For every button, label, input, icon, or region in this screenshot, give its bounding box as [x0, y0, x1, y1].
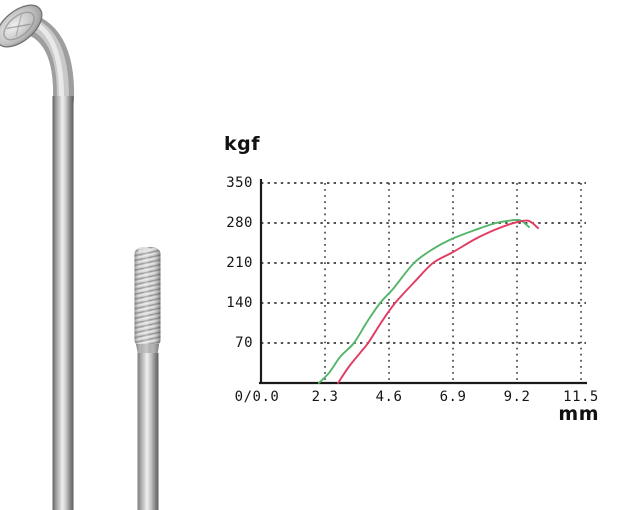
y-tick-label: 70	[235, 335, 253, 351]
green-curve	[317, 218, 530, 384]
y-tick-label: 280	[226, 215, 253, 231]
x-tick-label: 11.5	[563, 389, 599, 405]
y-tick-label: 350	[226, 175, 253, 191]
x-axis-unit-label: mm	[558, 403, 599, 425]
x-tick-label: 9.2	[503, 389, 531, 405]
threaded-spoke-end	[134, 247, 161, 510]
spoke-head	[0, 4, 43, 48]
x-tick-label: 2.3	[311, 389, 339, 405]
y-tick-label: 140	[226, 295, 253, 311]
red-curve	[337, 219, 540, 384]
j-bend-spoke	[0, 4, 75, 510]
y-axis-unit-label: kgf	[224, 133, 261, 155]
x-tick-label: 6.9	[439, 389, 467, 405]
x-tick-label: 0/0.0	[234, 389, 280, 405]
y-tick-label: 210	[226, 255, 253, 271]
spoke-shaft	[52, 96, 74, 510]
x-tick-label: 4.6	[375, 389, 403, 405]
spoke-shaft	[137, 353, 159, 510]
